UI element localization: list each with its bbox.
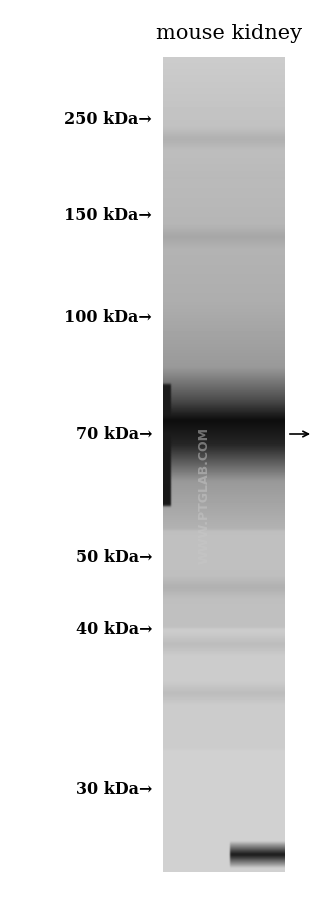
Text: 30 kDa→: 30 kDa→: [76, 780, 152, 797]
Text: 250 kDa→: 250 kDa→: [64, 111, 152, 128]
Text: 100 kDa→: 100 kDa→: [64, 309, 152, 327]
Text: 50 kDa→: 50 kDa→: [76, 549, 152, 566]
Text: 150 kDa→: 150 kDa→: [64, 207, 152, 225]
Text: 40 kDa→: 40 kDa→: [76, 621, 152, 638]
Text: WWW.PTGLAB.COM: WWW.PTGLAB.COM: [197, 427, 211, 564]
Text: mouse kidney: mouse kidney: [156, 24, 302, 43]
Text: 70 kDa→: 70 kDa→: [76, 426, 152, 443]
